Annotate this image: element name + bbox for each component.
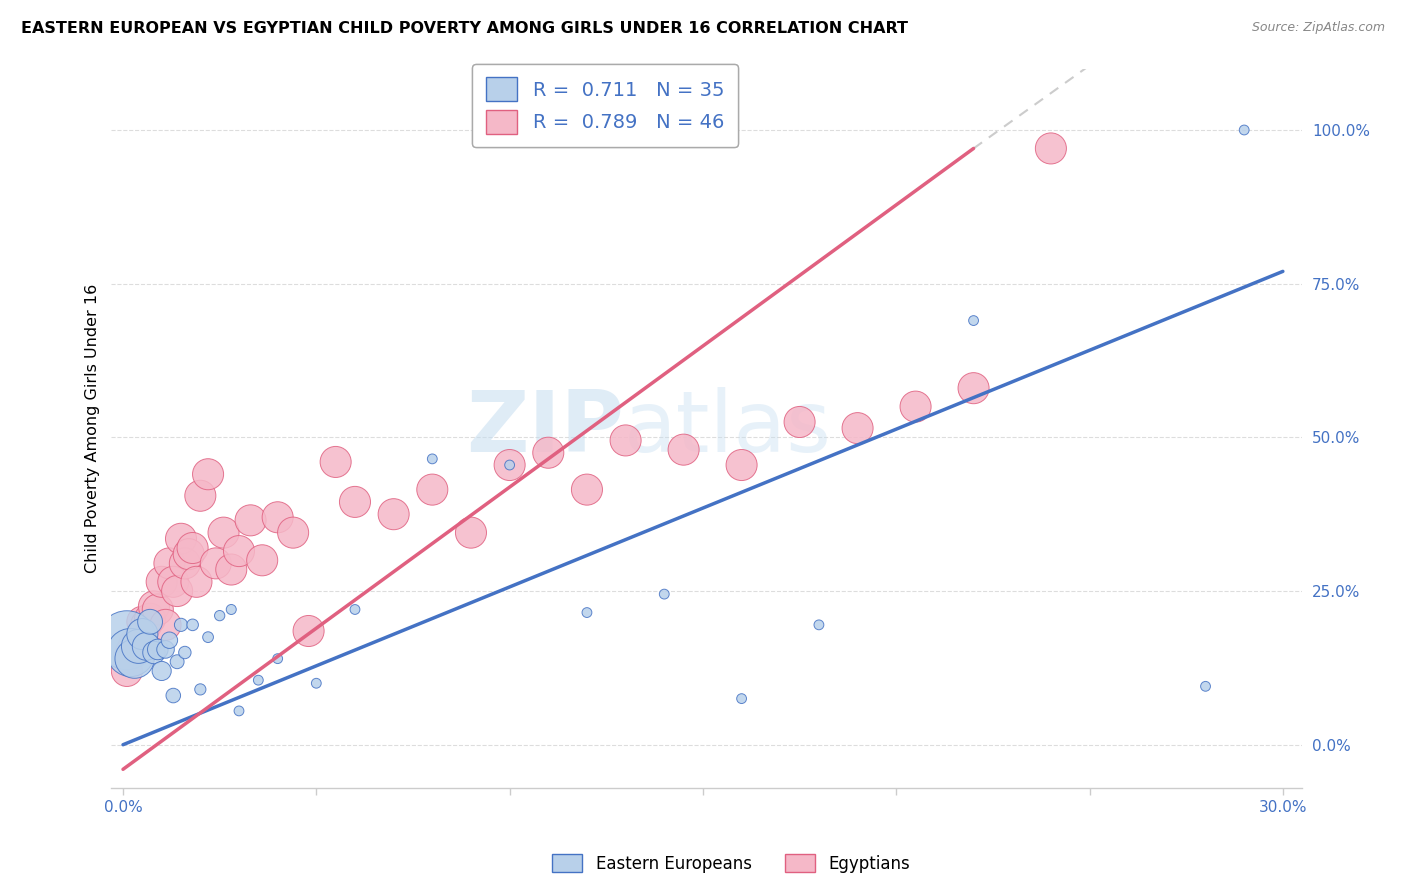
Point: [115, 664, 138, 678]
Point: [305, 676, 328, 690]
Point: [789, 415, 811, 429]
Point: [281, 525, 304, 540]
Point: [652, 587, 675, 601]
Text: ZIP: ZIP: [465, 386, 623, 469]
Point: [162, 689, 184, 703]
Point: [247, 673, 270, 688]
Point: [139, 612, 162, 626]
Point: [120, 646, 142, 660]
Y-axis label: Child Poverty Among Girls Under 16: Child Poverty Among Girls Under 16: [86, 284, 100, 573]
Point: [1194, 679, 1216, 693]
Point: [131, 627, 153, 641]
Point: [181, 541, 204, 555]
Point: [614, 434, 637, 448]
Point: [730, 691, 752, 706]
Point: [170, 618, 193, 632]
Point: [150, 574, 173, 589]
Point: [170, 532, 193, 546]
Point: [250, 553, 273, 567]
Point: [219, 602, 242, 616]
Point: [672, 442, 695, 457]
Point: [212, 525, 235, 540]
Point: [131, 615, 153, 629]
Legend: R =  0.711   N = 35, R =  0.789   N = 46: R = 0.711 N = 35, R = 0.789 N = 46: [472, 64, 738, 147]
Legend: Eastern Europeans, Egyptians: Eastern Europeans, Egyptians: [546, 847, 917, 880]
Point: [142, 646, 165, 660]
Point: [343, 495, 366, 509]
Point: [135, 640, 157, 654]
Point: [962, 313, 984, 327]
Point: [181, 618, 204, 632]
Point: [139, 615, 162, 629]
Point: [188, 489, 211, 503]
Point: [420, 483, 443, 497]
Point: [135, 618, 157, 632]
Point: [266, 510, 288, 524]
Point: [1039, 141, 1062, 155]
Point: [146, 642, 169, 657]
Point: [266, 651, 288, 665]
Point: [157, 633, 180, 648]
Point: [127, 640, 149, 654]
Point: [157, 557, 180, 571]
Point: [575, 606, 598, 620]
Point: [155, 618, 177, 632]
Point: [166, 655, 188, 669]
Point: [1233, 123, 1256, 137]
Point: [173, 557, 195, 571]
Point: [239, 513, 262, 527]
Point: [177, 547, 200, 561]
Point: [124, 651, 146, 665]
Point: [150, 664, 173, 678]
Point: [197, 467, 219, 482]
Point: [186, 574, 208, 589]
Point: [142, 599, 165, 614]
Point: [904, 400, 927, 414]
Point: [730, 458, 752, 472]
Point: [127, 633, 149, 648]
Point: [807, 618, 830, 632]
Point: [537, 446, 560, 460]
Text: atlas: atlas: [623, 386, 831, 469]
Point: [120, 646, 142, 660]
Point: [420, 451, 443, 466]
Point: [343, 602, 366, 616]
Point: [228, 704, 250, 718]
Text: Source: ZipAtlas.com: Source: ZipAtlas.com: [1251, 21, 1385, 34]
Point: [460, 525, 482, 540]
Text: EASTERN EUROPEAN VS EGYPTIAN CHILD POVERTY AMONG GIRLS UNDER 16 CORRELATION CHAR: EASTERN EUROPEAN VS EGYPTIAN CHILD POVER…: [21, 21, 908, 36]
Point: [219, 562, 242, 576]
Point: [146, 602, 169, 616]
Point: [208, 608, 231, 623]
Point: [197, 630, 219, 644]
Point: [115, 633, 138, 648]
Point: [382, 507, 405, 521]
Point: [173, 646, 195, 660]
Point: [498, 458, 520, 472]
Point: [325, 455, 347, 469]
Point: [188, 682, 211, 697]
Point: [575, 483, 598, 497]
Point: [162, 574, 184, 589]
Point: [498, 458, 520, 472]
Point: [124, 636, 146, 650]
Point: [846, 421, 869, 435]
Point: [228, 544, 250, 558]
Point: [962, 381, 984, 395]
Point: [204, 557, 226, 571]
Point: [166, 584, 188, 599]
Point: [297, 624, 319, 638]
Point: [155, 642, 177, 657]
